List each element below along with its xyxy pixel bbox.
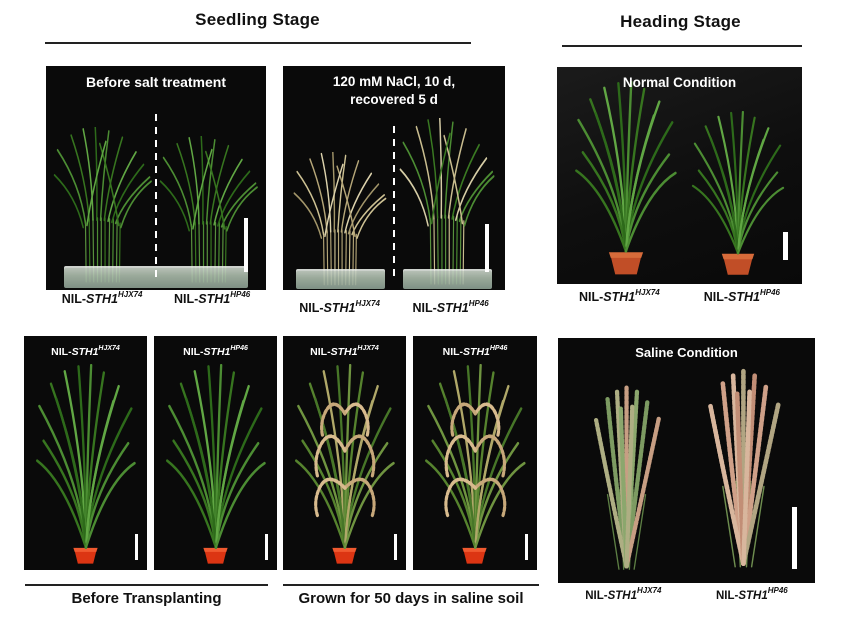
genotype-label-hp46: NIL-STH1HP46 [412, 299, 489, 316]
potted-plant-hjx74 [572, 81, 680, 278]
genotype-caption: NIL-STH1HP46 [413, 342, 537, 360]
recovered-clump-hp46 [396, 118, 498, 286]
genotype-label-hjx74: NIL-STH1HJX74 [51, 344, 120, 359]
seedling-clump-hjx74 [50, 127, 156, 284]
group-label-saline-soil: Grown for 50 days in saline soil [298, 590, 524, 607]
caption-before-salt-treatment: Before salt treatment [85, 74, 227, 90]
group-label-before-transplanting: Before Transplanting [71, 590, 222, 607]
seedling-stage-rule [45, 42, 471, 44]
plant-foliage [163, 364, 269, 550]
stressed-clump-hjx74 [290, 152, 390, 286]
genotype-caption: NIL-STH1HJX74 [24, 342, 147, 360]
genotype-label-row: NIL-STH1HJX74 NIL-STH1HP46 [558, 586, 815, 602]
panel-saline-soil-hp46: NIL-STH1HP46 [413, 336, 537, 570]
scale-bar [792, 507, 797, 569]
panel-saline-condition: Saline Condition [558, 338, 815, 583]
section-title-heading-stage: Heading Stage [620, 12, 741, 31]
panel-before-salt-treatment: Before salt treatment [46, 66, 266, 290]
plant-foliage [572, 81, 680, 253]
genotype-label-hp46: NIL-STH1HP46 [173, 290, 251, 307]
drooping-panicles [422, 364, 529, 550]
plant-foliage [689, 111, 787, 255]
genotype-label-hp46: NIL-STH1HP46 [183, 344, 248, 359]
scale-bar [783, 232, 788, 260]
caption-salt-recovered: 120 mM NaCl, 10 d, recovered 5 d [332, 74, 456, 107]
genotype-label-row: NIL-STH1HJX74 NIL-STH1HP46 [46, 290, 266, 307]
scale-bar [394, 534, 397, 560]
genotype-label-hjx74: NIL-STH1HJX74 [61, 290, 143, 307]
genotype-caption: NIL-STH1HP46 [154, 342, 277, 360]
panel-normal-condition: Normal Condition [557, 67, 802, 284]
potted-plant [292, 364, 398, 566]
panel-before-transplanting-hjx74: NIL-STH1HJX74 [24, 336, 147, 570]
caption-normal-condition: Normal Condition [622, 75, 737, 90]
genotype-label-row: NIL-STH1HJX74 NIL-STH1HP46 [283, 299, 505, 316]
panel-before-transplanting-hp46: NIL-STH1HP46 [154, 336, 277, 570]
potted-plant [163, 364, 269, 566]
before-transplanting-rule [25, 584, 268, 586]
scale-bar [244, 218, 248, 272]
scale-bar [265, 534, 268, 560]
panicle-bundle-hp46 [692, 363, 795, 569]
seedling-tray [402, 269, 492, 289]
caption-saline-condition: Saline Condition [635, 345, 738, 360]
genotype-label-hjx74: NIL-STH1HJX74 [578, 288, 660, 305]
genotype-label-hjx74: NIL-STH1HJX74 [299, 299, 380, 316]
genotype-label-hjx74: NIL-STH1HJX74 [585, 586, 662, 602]
potted-plant-hp46 [689, 111, 787, 278]
plant-foliage [33, 364, 139, 550]
panel-salt-recovered: 120 mM NaCl, 10 d, recovered 5 d [283, 66, 505, 290]
genotype-label-hjx74: NIL-STH1HJX74 [310, 344, 379, 359]
divider-dashed-line [393, 126, 395, 282]
heading-stage-rule [562, 45, 802, 47]
genotype-label-hp46: NIL-STH1HP46 [715, 586, 788, 602]
panicle-bundle-hjx74 [579, 380, 674, 571]
genotype-caption: NIL-STH1HJX74 [283, 342, 406, 360]
divider-dashed-line [155, 114, 157, 280]
seedling-tray [296, 269, 386, 289]
potted-plant [422, 364, 529, 566]
scale-bar [525, 534, 528, 560]
saline-soil-rule [283, 584, 539, 586]
scale-bar [135, 534, 138, 560]
genotype-label-hp46: NIL-STH1HP46 [703, 288, 780, 305]
drooping-panicles [292, 364, 398, 550]
section-title-seedling-stage: Seedling Stage [195, 10, 320, 29]
scale-bar [485, 224, 489, 272]
potted-plant [33, 364, 139, 566]
genotype-label-row: NIL-STH1HJX74 NIL-STH1HP46 [557, 288, 802, 305]
genotype-label-hp46: NIL-STH1HP46 [442, 344, 508, 359]
panel-saline-soil-hjx74: NIL-STH1HJX74 [283, 336, 406, 570]
